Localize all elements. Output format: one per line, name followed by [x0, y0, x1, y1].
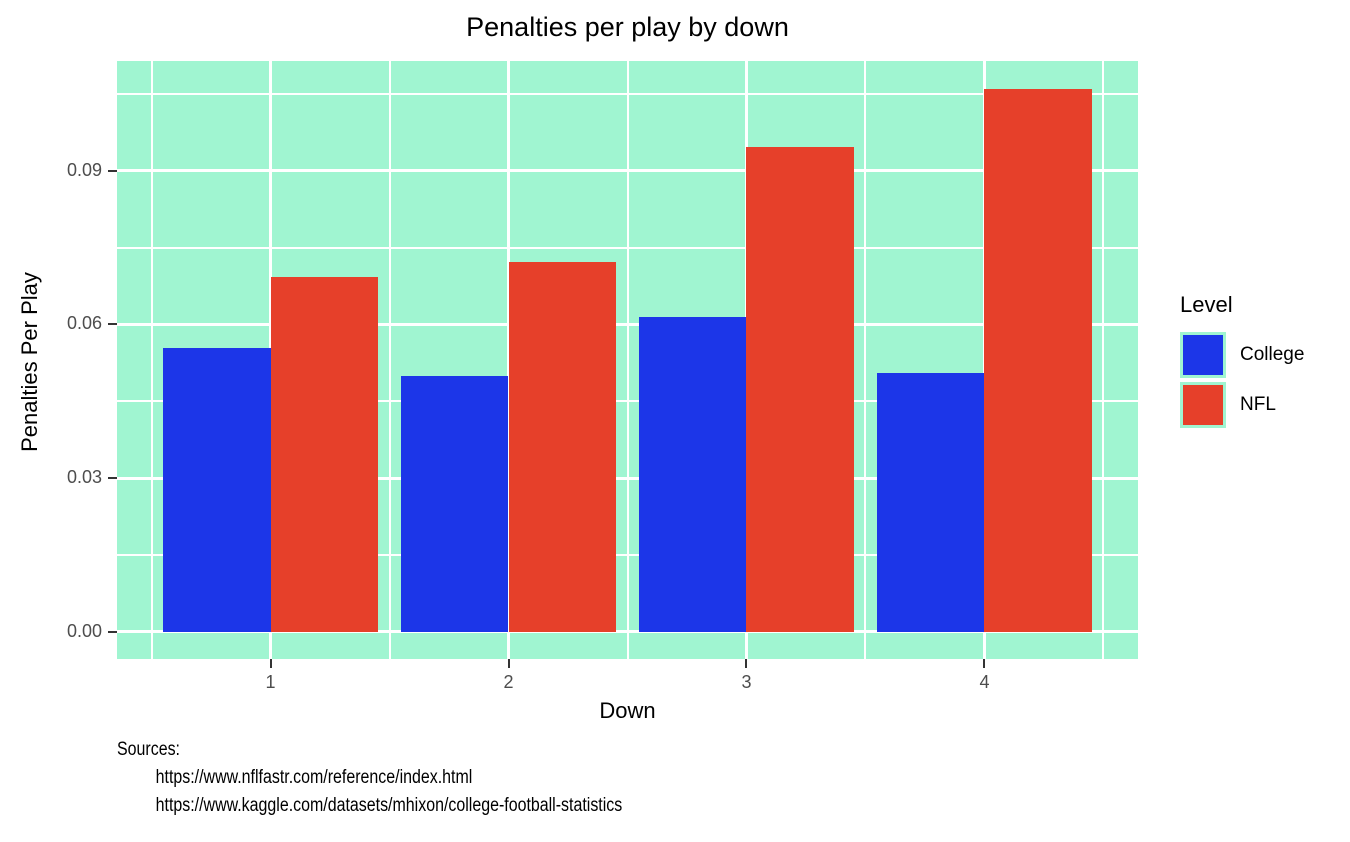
x-minor-gridline [150, 61, 153, 659]
x-minor-gridline [388, 61, 391, 659]
bar-nfl-down-2 [508, 262, 616, 632]
bar-college-down-4 [877, 372, 985, 632]
bar-nfl-down-1 [270, 277, 378, 632]
legend-key [1180, 382, 1226, 428]
y-tickmark [108, 630, 117, 633]
x-tick-label: 2 [503, 672, 514, 692]
y-tickmark [108, 323, 117, 326]
y-tickmark [108, 477, 117, 480]
sources-caption: Sources: https://www.nflfastr.com/refere… [117, 736, 622, 820]
x-tickmark [745, 659, 748, 668]
y-tick-label: 0.03 [66, 467, 102, 488]
legend: Level College NFL [1180, 292, 1304, 432]
y-major-gridline [117, 169, 1138, 173]
caption-link-kaggle: https://www.kaggle.com/datasets/mhixon/c… [155, 795, 623, 816]
nfl-swatch [1183, 385, 1223, 425]
y-tick-label: 0.00 [66, 620, 102, 641]
caption-link-nflfastr: https://www.nflfastr.com/reference/index… [155, 767, 473, 788]
bar-college-down-3 [639, 316, 747, 632]
legend-item-college: College [1180, 332, 1304, 378]
y-major-gridline [117, 630, 1138, 634]
plot-panel [117, 61, 1138, 659]
bar-college-down-2 [401, 375, 509, 632]
y-major-gridline [117, 476, 1138, 480]
college-swatch [1183, 335, 1223, 375]
x-tick-label: 4 [979, 672, 990, 692]
x-minor-gridline [864, 61, 867, 659]
y-tick-label: 0.06 [66, 313, 102, 334]
y-tick-label: 0.09 [66, 159, 102, 180]
x-minor-gridline [626, 61, 629, 659]
legend-label-college: College [1240, 344, 1305, 365]
legend-item-nfl: NFL [1180, 382, 1304, 428]
y-tickmark [108, 169, 117, 172]
bar-nfl-down-4 [984, 88, 1092, 632]
x-tickmark [507, 659, 510, 668]
x-minor-gridline [1102, 61, 1105, 659]
legend-label-nfl: NFL [1240, 394, 1276, 415]
x-axis-title: Down [599, 698, 656, 723]
chart-title: Penalties per play by down [466, 12, 789, 42]
x-tickmark [269, 659, 272, 668]
legend-title: Level [1180, 292, 1233, 317]
bar-college-down-1 [163, 347, 271, 632]
x-tick-label: 3 [741, 672, 752, 692]
y-major-gridline [117, 322, 1138, 326]
x-tick-label: 1 [265, 672, 276, 692]
bar-nfl-down-3 [746, 147, 854, 632]
caption-line: Sources: [117, 739, 180, 760]
legend-key [1180, 332, 1226, 378]
x-tickmark [983, 659, 986, 668]
